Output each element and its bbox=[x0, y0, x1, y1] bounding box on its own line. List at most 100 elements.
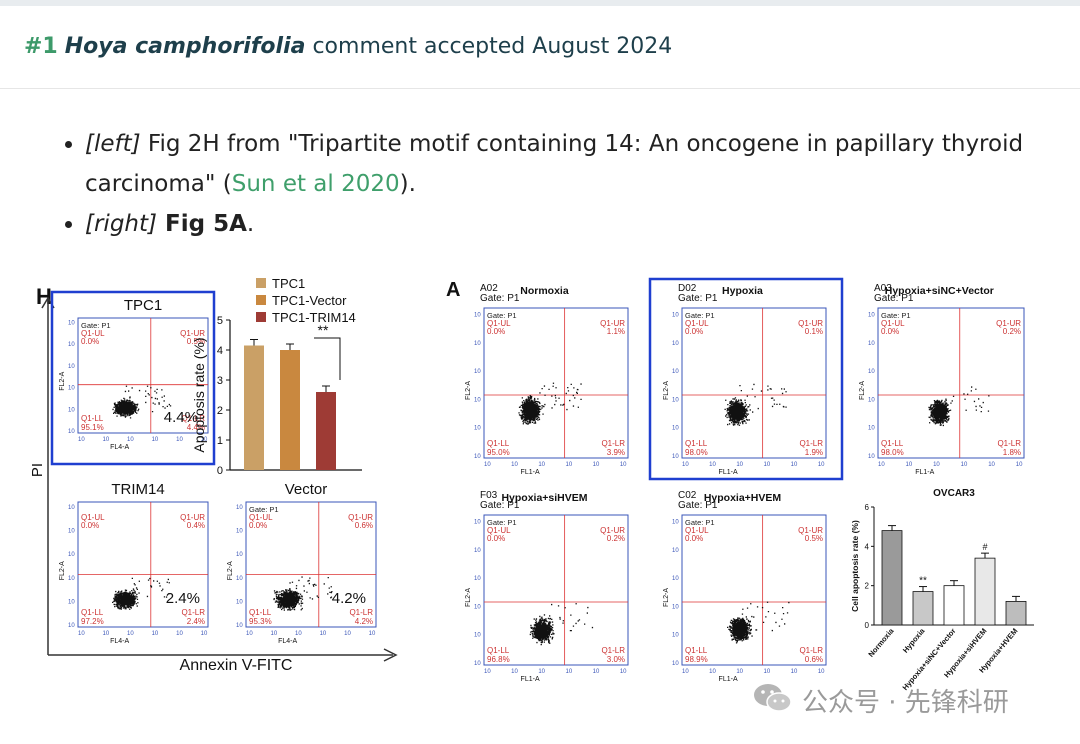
quadrant-lr-label: Q1-LR bbox=[799, 439, 823, 448]
x-tick-label: 10 bbox=[246, 631, 253, 637]
quadrant-lr-label: Q1-LR bbox=[601, 439, 625, 448]
quadrant-ur-label: Q1-UR bbox=[600, 319, 625, 328]
x-tick-label: 10 bbox=[538, 462, 545, 468]
quadrant-ll-value: 98.0% bbox=[881, 448, 904, 457]
x-axis-channel: FL4-A bbox=[110, 444, 129, 451]
bar-category-label: Hypoxia bbox=[901, 626, 927, 655]
y-tick-label: 10 bbox=[68, 552, 75, 558]
panel-title: Vector bbox=[285, 481, 328, 498]
y-tick-label: 10 bbox=[474, 454, 481, 460]
x-tick-label: 10 bbox=[818, 462, 825, 468]
y-tick-label: 10 bbox=[868, 454, 875, 460]
quadrant-ur-label: Q1-UR bbox=[180, 329, 205, 338]
y-tick-label: 10 bbox=[474, 426, 481, 432]
y-tick-label: 10 bbox=[672, 548, 679, 554]
quadrant-ll-label: Q1-LL bbox=[81, 414, 104, 423]
quadrant-lr-label: Q1-LR bbox=[181, 414, 205, 423]
bar-y-tick-label: 0 bbox=[217, 465, 223, 477]
x-axis-channel: FL4-A bbox=[110, 638, 129, 645]
flow-plot-frame bbox=[77, 501, 209, 628]
x-axis-channel: FL1-A bbox=[521, 469, 540, 476]
ovcar3-bar bbox=[943, 585, 965, 626]
x-axis-channel: FL1-A bbox=[719, 469, 738, 476]
bar-y-axis-title: Apoptosis rate (%) bbox=[191, 337, 207, 452]
x-tick-label: 10 bbox=[764, 669, 771, 675]
condition-title: Hypoxia+siHVEM bbox=[501, 492, 587, 504]
quadrant-lr-value: 4.4% bbox=[187, 423, 205, 432]
gate-label: Gate: P1 bbox=[81, 321, 111, 330]
y-tick-label: 10 bbox=[68, 321, 75, 327]
bar-y-tick-label: 2 bbox=[217, 405, 223, 417]
bar-y-axis-title: Cell apoptosis rate (%) bbox=[850, 520, 860, 612]
figure-notes: [left] Fig 2H from "Tripartite motif con… bbox=[60, 124, 1045, 244]
species-name[interactable]: Hoya camphorifolia bbox=[64, 34, 306, 59]
citation-link[interactable]: Sun et al 2020 bbox=[231, 171, 400, 197]
quadrant-ur-value: 1.1% bbox=[607, 327, 625, 336]
quadrant-ll-label: Q1-LL bbox=[487, 646, 510, 655]
x-tick-label: 10 bbox=[369, 631, 376, 637]
x-tick-label: 10 bbox=[818, 669, 825, 675]
x-tick-label: 10 bbox=[176, 631, 183, 637]
y-tick-label: 10 bbox=[68, 342, 75, 348]
flow-plot-frame bbox=[483, 514, 629, 666]
y-axis-channel: FL2-A bbox=[859, 381, 866, 400]
quadrant-ul-value: 0.0% bbox=[81, 337, 99, 346]
x-axis-channel: FL1-A bbox=[521, 676, 540, 683]
y-tick-label: 10 bbox=[68, 407, 75, 413]
gate-label: Gate: P1 bbox=[487, 311, 517, 320]
sig-marker: ** bbox=[318, 322, 329, 338]
quadrant-lr-value: 0.6% bbox=[805, 655, 823, 664]
gate-label: Gate: P1 bbox=[881, 311, 911, 320]
quadrant-lr-value: 2.4% bbox=[187, 617, 205, 626]
quadrant-ul-value: 0.0% bbox=[249, 521, 267, 530]
quadrant-ll-label: Q1-LL bbox=[249, 608, 272, 617]
lr-percent: 4.2% bbox=[332, 590, 366, 607]
x-tick-label: 10 bbox=[152, 437, 159, 443]
quadrant-ur-label: Q1-UR bbox=[798, 526, 823, 535]
x-tick-label: 10 bbox=[127, 631, 134, 637]
x-tick-label: 10 bbox=[736, 669, 743, 675]
y-tick-label: 10 bbox=[868, 341, 875, 347]
x-tick-label: 10 bbox=[906, 462, 913, 468]
quadrant-ur-label: Q1-UR bbox=[180, 513, 205, 522]
y-tick-label: 10 bbox=[236, 505, 243, 511]
quadrant-ul-label: Q1-UL bbox=[487, 526, 511, 535]
x-tick-label: 10 bbox=[566, 462, 573, 468]
y-tick-label: 10 bbox=[868, 397, 875, 403]
quadrant-ur-value: 0.5% bbox=[805, 534, 823, 543]
y-tick-label: 10 bbox=[672, 519, 679, 525]
x-tick-label: 10 bbox=[78, 437, 85, 443]
quadrant-ll-value: 98.0% bbox=[685, 448, 708, 457]
flow-plot-frame bbox=[877, 307, 1025, 459]
y-tick-label: 10 bbox=[868, 312, 875, 318]
panel-title: TPC1 bbox=[124, 297, 162, 314]
x-tick-label: 10 bbox=[764, 462, 771, 468]
bar-y-tick-label: 3 bbox=[217, 375, 223, 387]
quadrant-ul-value: 0.0% bbox=[881, 327, 899, 336]
sig-marker: ** bbox=[919, 576, 927, 587]
x-tick-label: 10 bbox=[103, 631, 110, 637]
y-tick-label: 10 bbox=[474, 633, 481, 639]
flow-events bbox=[529, 603, 594, 646]
quadrant-ll-label: Q1-LL bbox=[685, 646, 708, 655]
x-tick-label: 10 bbox=[103, 437, 110, 443]
sig-marker: # bbox=[982, 542, 987, 552]
bar-y-tick-label: 2 bbox=[865, 582, 870, 591]
x-tick-label: 10 bbox=[295, 631, 302, 637]
quadrant-ur-label: Q1-UR bbox=[348, 513, 373, 522]
sample-id: A02 bbox=[480, 283, 498, 294]
y-tick-label: 10 bbox=[672, 397, 679, 403]
x-tick-label: 10 bbox=[791, 462, 798, 468]
y-axis-channel: FL2-A bbox=[227, 561, 234, 580]
pi-axis-title: PI bbox=[29, 463, 46, 477]
bar-y-tick-label: 0 bbox=[865, 621, 870, 630]
lr-percent: 2.4% bbox=[166, 590, 200, 607]
quadrant-ur-value: 0.2% bbox=[1003, 327, 1021, 336]
highlight-box bbox=[50, 290, 216, 466]
gate-name: Gate: P1 bbox=[480, 293, 520, 304]
x-tick-label: 10 bbox=[878, 462, 885, 468]
x-tick-label: 10 bbox=[1016, 462, 1023, 468]
bar-title: OVCAR3 bbox=[933, 488, 975, 499]
quadrant-ul-label: Q1-UL bbox=[487, 319, 511, 328]
